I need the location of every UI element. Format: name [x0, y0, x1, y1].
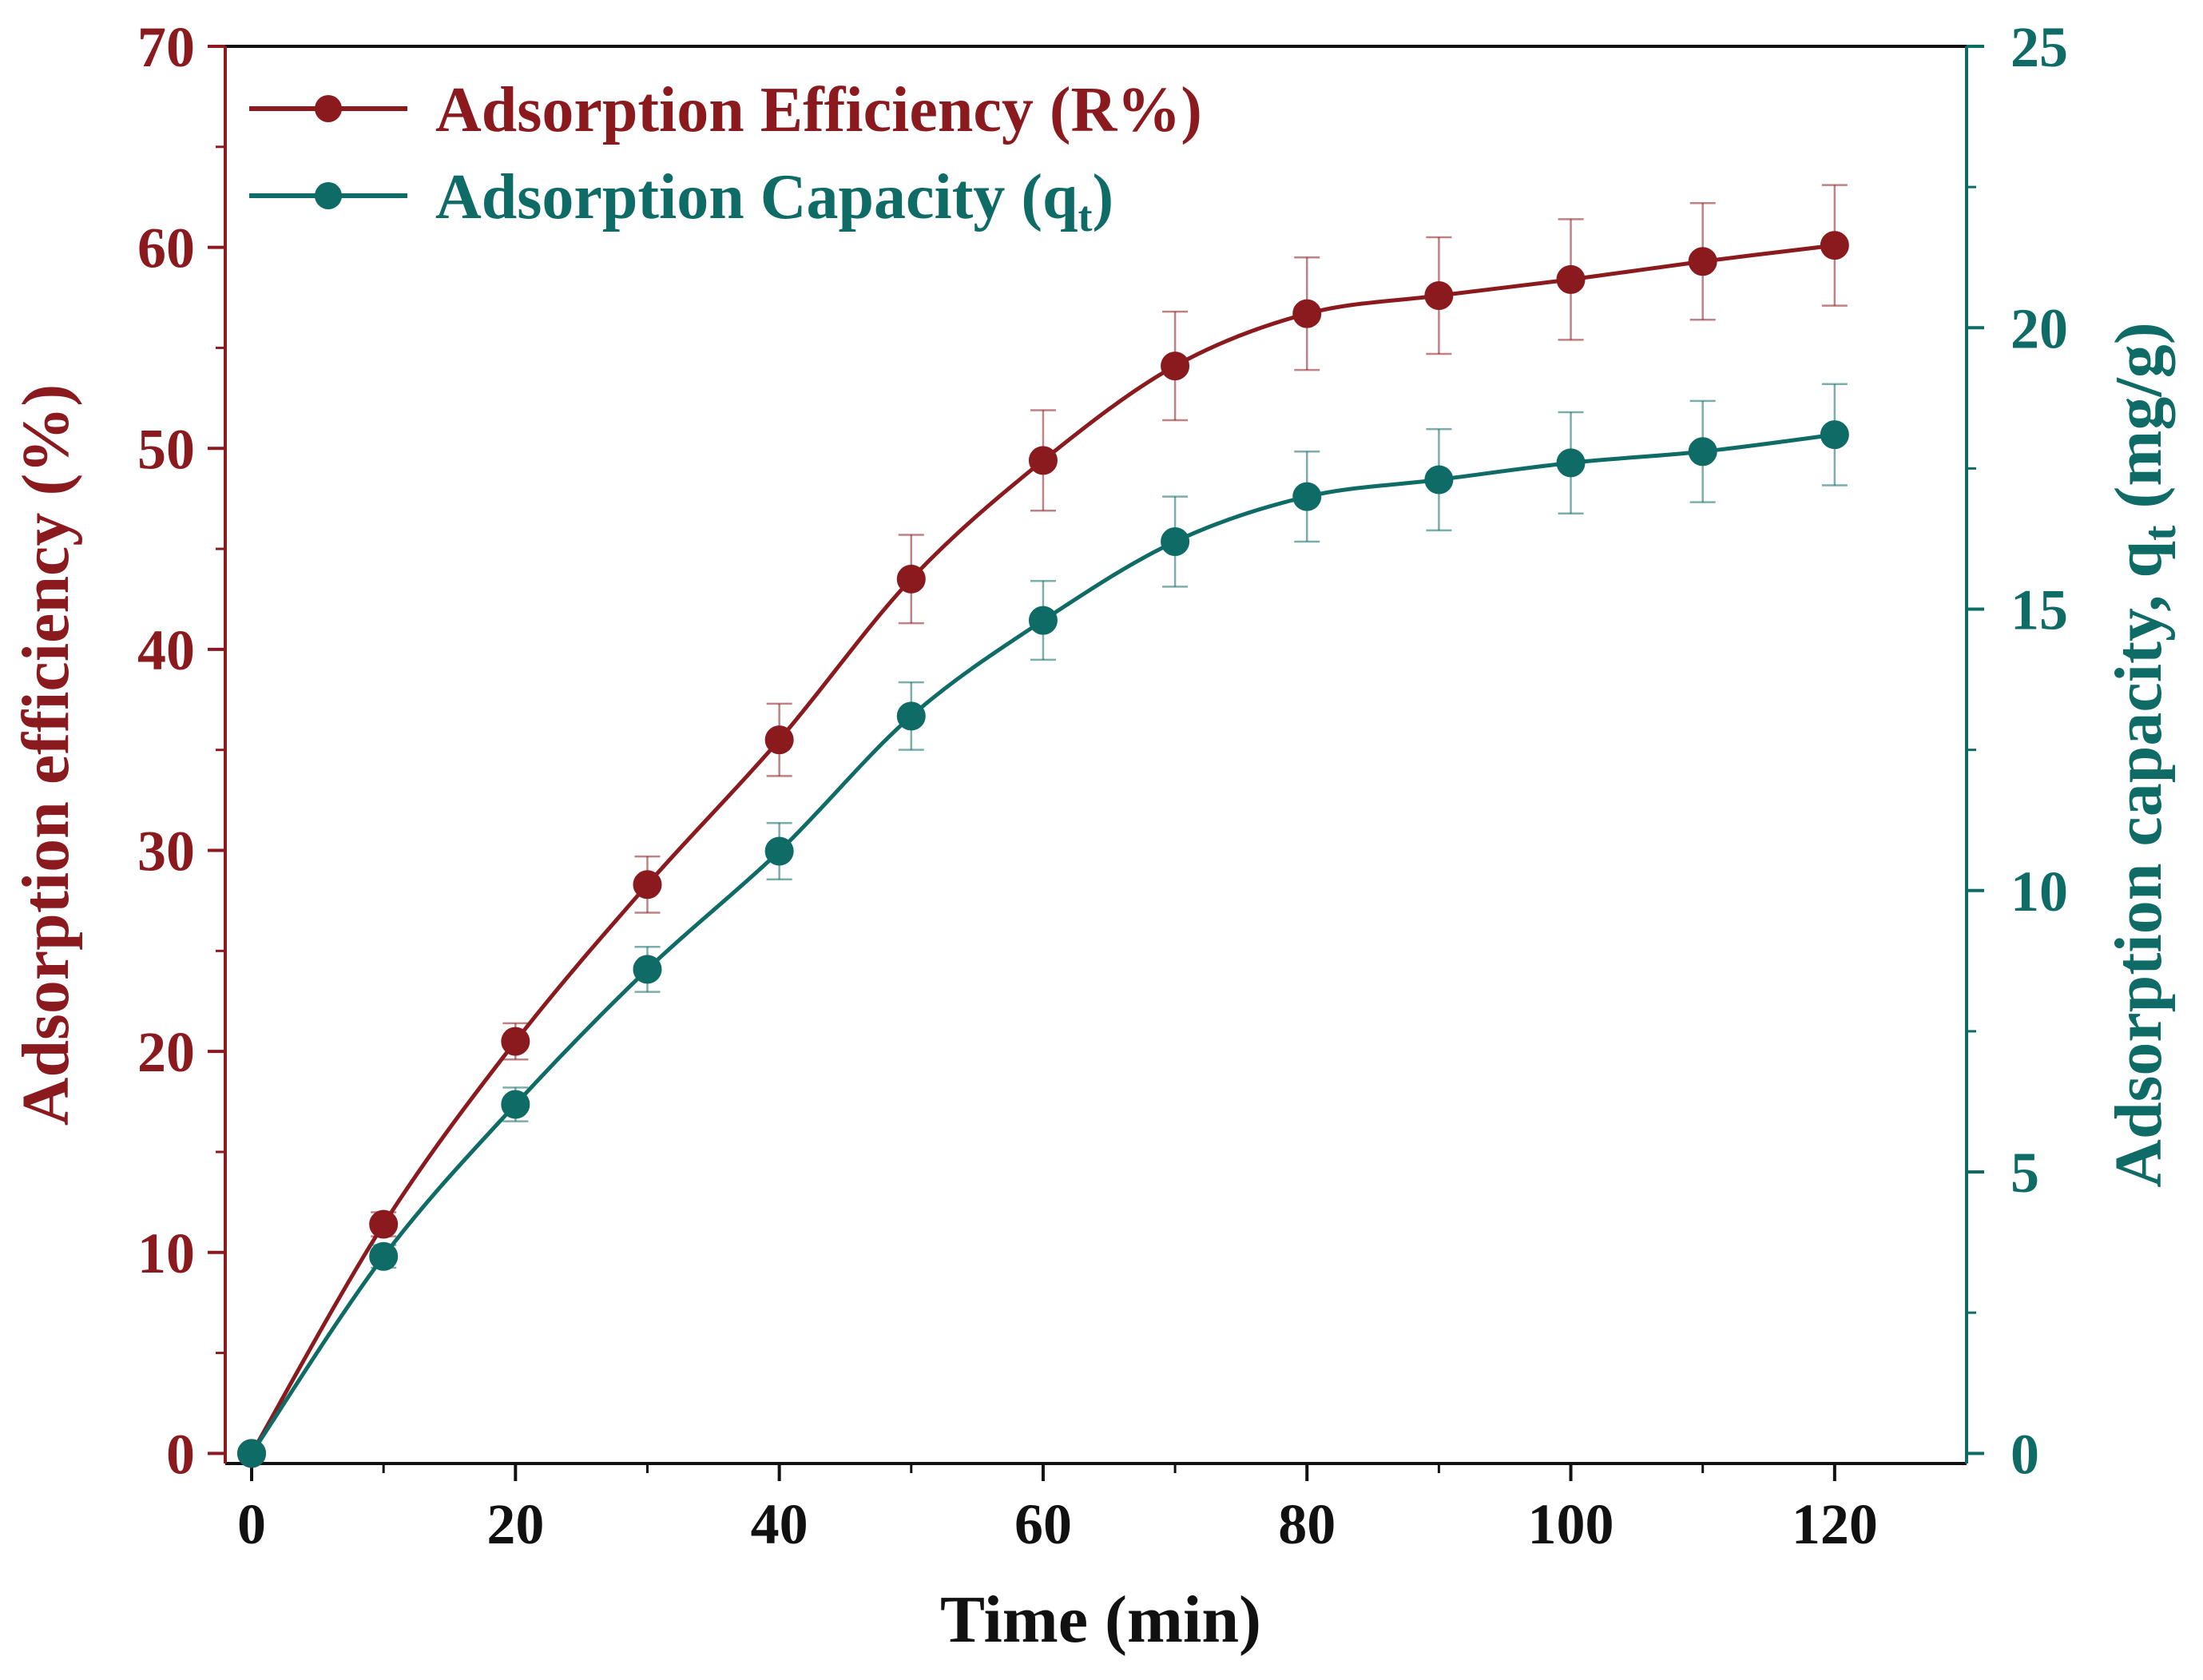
x-tick-label: 60 [1014, 1492, 1072, 1556]
right-y-axis-title: Adsorption capacity, qt (mg/g) [2102, 322, 2185, 1187]
right-tick-label: 10 [2010, 860, 2068, 923]
data-point [633, 955, 662, 984]
legend-label: Adsorption Capacity (qt) [435, 162, 1113, 240]
left-tick-label: 10 [137, 1221, 195, 1285]
x-tick-label: 80 [1278, 1492, 1336, 1556]
series-capacity [237, 383, 1849, 1468]
data-point [1556, 264, 1586, 294]
data-point [1688, 247, 1717, 276]
x-tick-label: 0 [237, 1492, 266, 1556]
x-tick-label: 120 [1792, 1492, 1878, 1556]
data-point [764, 725, 794, 755]
data-point [1820, 231, 1849, 260]
left-tick-label: 60 [137, 216, 195, 280]
data-point [1820, 420, 1849, 450]
x-tick-label: 20 [486, 1492, 544, 1556]
data-point [1292, 299, 1322, 328]
data-point [369, 1241, 399, 1271]
data-point [1556, 448, 1586, 478]
data-point [633, 870, 662, 900]
left-tick-label: 0 [166, 1422, 195, 1486]
right-tick-label: 20 [2010, 296, 2068, 360]
x-axis-title: Time (min) [940, 1583, 1261, 1657]
data-point [501, 1027, 530, 1056]
series-line [249, 243, 1836, 1455]
legend-marker [315, 95, 342, 122]
data-point [237, 1439, 267, 1468]
series-line [249, 432, 1836, 1455]
legend-label-suffix: ) [1093, 162, 1114, 232]
left-tick-label: 50 [137, 417, 195, 481]
data-point [369, 1209, 399, 1239]
x-tick-label: 40 [751, 1492, 808, 1556]
right-y-axis-title-suffix: (mg/g) [2102, 322, 2176, 525]
legend-label-main: Adsorption Efficiency (R%) [435, 75, 1202, 145]
left-tick-label: 70 [137, 15, 195, 79]
data-point [1424, 281, 1454, 311]
legend-label-subscript: t [1078, 193, 1093, 240]
legend-marker [315, 182, 342, 209]
data-point [501, 1090, 530, 1119]
left-y-axis-title: Adsorption efficiency (%) [9, 384, 83, 1126]
series-layer [237, 184, 1849, 1468]
x-tick-label: 100 [1528, 1492, 1614, 1556]
data-point [896, 701, 926, 731]
right-tick-label: 15 [2010, 578, 2068, 642]
data-point [896, 564, 926, 594]
x-axis: 0 20 40 60 80 100 120 [237, 1464, 1878, 1556]
legend-label-main: Adsorption Capacity (q [435, 162, 1078, 232]
right-tick-label: 0 [2010, 1422, 2039, 1486]
series-efficiency [237, 184, 1849, 1468]
left-tick-label: 30 [137, 820, 195, 884]
data-point [1161, 526, 1190, 556]
left-tick-label: 40 [137, 618, 195, 682]
data-point [1292, 482, 1322, 511]
data-point [764, 836, 794, 866]
legend: Adsorption Efficiency (R%) Adsorption Cap… [249, 75, 1202, 240]
data-point [1028, 446, 1058, 475]
data-point [1161, 351, 1190, 381]
right-tick-label: 5 [2010, 1141, 2039, 1205]
data-point [1028, 606, 1058, 635]
legend-label: Adsorption Efficiency (R%) [435, 75, 1202, 145]
right-y-axis-title-subscript: t [2134, 525, 2185, 541]
left-tick-label: 20 [137, 1020, 195, 1084]
right-y-axis: 0 5 10 15 20 25 [1967, 15, 2068, 1486]
data-point [1424, 465, 1454, 494]
left-y-axis: 0 10 20 30 40 50 60 70 [137, 15, 225, 1486]
data-point [1688, 437, 1717, 467]
right-tick-label: 25 [2010, 15, 2068, 79]
right-y-axis-title-main: Adsorption capacity, q [2102, 541, 2176, 1188]
